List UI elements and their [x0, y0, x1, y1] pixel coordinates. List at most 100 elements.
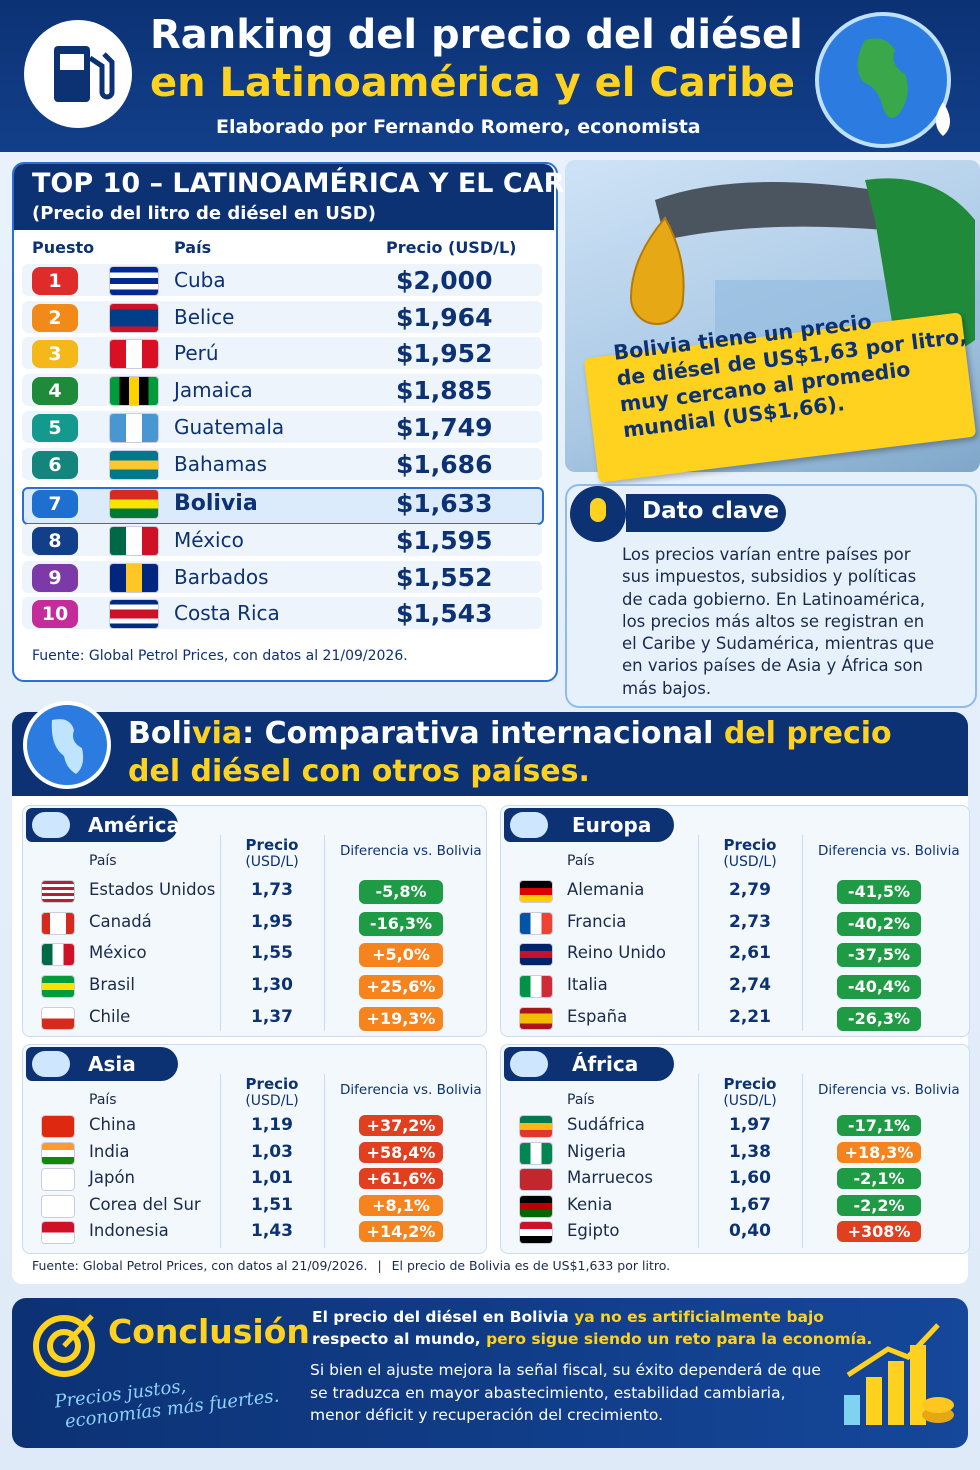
flag [110, 377, 158, 406]
body-line: menor déficit y recuperación del crecimi… [310, 1406, 664, 1424]
price: $1,633 [396, 489, 493, 519]
country: Canadá [89, 911, 152, 931]
rank-badge: 8 [32, 526, 78, 555]
country: Guatemala [174, 414, 285, 439]
ranking-row [22, 560, 542, 593]
flag [520, 944, 552, 966]
country: Egipto [567, 1221, 620, 1241]
price: 0,40 [729, 1221, 771, 1242]
rank-badge: 5 [32, 413, 78, 442]
lead-part: respecto al mundo, [312, 1330, 487, 1348]
ranking-row [22, 374, 542, 407]
title-part: : Comparativa internacional [242, 716, 724, 751]
diff-badge: +8,1% [359, 1194, 443, 1216]
price: 1,60 [729, 1168, 771, 1189]
flag [42, 976, 74, 998]
flag [110, 490, 158, 519]
flag [110, 267, 158, 295]
key-fact-line: sus impuestos, subsidios y políticas [622, 567, 917, 587]
lead-line: El precio del diésel en Bolivia ya no es… [312, 1308, 824, 1326]
flag [520, 1142, 552, 1164]
conclusion-title: Conclusión [108, 1312, 310, 1351]
diff-badge: -2,2% [837, 1194, 921, 1216]
country: Alemania [567, 880, 645, 899]
price-header-line: (USD/L) [245, 854, 299, 870]
flag [520, 881, 552, 902]
country-header: País [89, 853, 117, 869]
country-header: País [567, 853, 595, 869]
price: $1,749 [396, 412, 493, 442]
rank-badge: 7 [32, 490, 78, 519]
country: Belice [174, 304, 235, 329]
source-part: | [377, 1258, 382, 1273]
bulb-glass [590, 498, 606, 522]
country: Estados Unidos [89, 880, 216, 899]
column-divider [802, 1074, 803, 1248]
price-header-line: Precio [723, 836, 777, 854]
country: Francia [567, 911, 627, 931]
diff-badge: +19,3% [359, 1006, 443, 1031]
country: Indonesia [89, 1221, 169, 1241]
price: 1,30 [251, 975, 293, 996]
price-header-line: Precio [245, 836, 299, 854]
price: 1,03 [251, 1141, 293, 1162]
country: Reino Unido [567, 943, 666, 963]
diff-badge: -16,3% [359, 911, 443, 936]
price: 1,01 [251, 1168, 293, 1189]
rank-badge: 10 [32, 600, 78, 629]
price: 1,95 [251, 911, 293, 932]
key-fact-line: los precios más altos se registran en [622, 611, 925, 631]
flag [520, 912, 552, 934]
diff-header: Diferencia vs. Bolivia [340, 843, 482, 859]
rank-badge: 1 [32, 267, 78, 295]
flag [110, 450, 158, 479]
title-part: Boli [128, 716, 193, 751]
price: 1,37 [251, 1006, 293, 1027]
column-divider [220, 835, 221, 1031]
key-fact-lines: Los precios varían entre países por sus i… [622, 544, 934, 700]
diff-badge: -37,5% [837, 943, 921, 968]
price: $1,885 [396, 376, 493, 406]
country: Chile [89, 1006, 131, 1026]
price-header-line: Precio [723, 1075, 777, 1093]
column-divider [324, 1074, 325, 1248]
price: 1,55 [251, 943, 293, 964]
ranking-row [22, 410, 542, 443]
target-icon [33, 1314, 95, 1377]
price: $1,543 [396, 599, 493, 629]
flag [520, 1222, 552, 1244]
price: 1,19 [251, 1115, 293, 1135]
rank-badge: 6 [32, 450, 78, 479]
country: Nigeria [567, 1141, 627, 1161]
comparison-title: Bolivia: Comparativa internacional del p… [128, 716, 892, 751]
price-header: Precio (USD/L) [222, 1076, 322, 1110]
diff-badge: +14,2% [359, 1221, 443, 1243]
flag [42, 944, 74, 966]
ranking-header [14, 164, 554, 230]
price: $1,964 [396, 302, 493, 332]
comparison-title-line-2: del diésel con otros países. [128, 754, 590, 789]
region-icon [32, 1051, 70, 1077]
price-header: Precio (USD/L) [222, 837, 322, 871]
diff-badge: -5,8% [359, 880, 443, 904]
price: 2,21 [729, 1006, 771, 1027]
column-header: País [174, 238, 212, 257]
country: Kenia [567, 1194, 613, 1214]
country: Brasil [89, 975, 135, 995]
diff-badge: +25,6% [359, 975, 443, 1000]
country: Marruecos [567, 1168, 653, 1188]
price: 2,73 [729, 911, 771, 932]
region-icon [510, 1051, 548, 1077]
price-header-line: (USD/L) [723, 854, 777, 870]
body-line: Si bien el ajuste mejora la señal fiscal… [310, 1361, 821, 1379]
price: 2,79 [729, 880, 771, 900]
lead-part: ya no es artificialmente bajo [574, 1308, 824, 1326]
flag [520, 1007, 552, 1029]
country: Costa Rica [174, 601, 280, 626]
flag [520, 1195, 552, 1217]
region-name: América [88, 813, 180, 837]
lead-part: El precio del diésel en Bolivia [312, 1308, 575, 1326]
conclusion-panel [12, 1298, 968, 1448]
price-header: Precio (USD/L) [700, 1076, 800, 1110]
